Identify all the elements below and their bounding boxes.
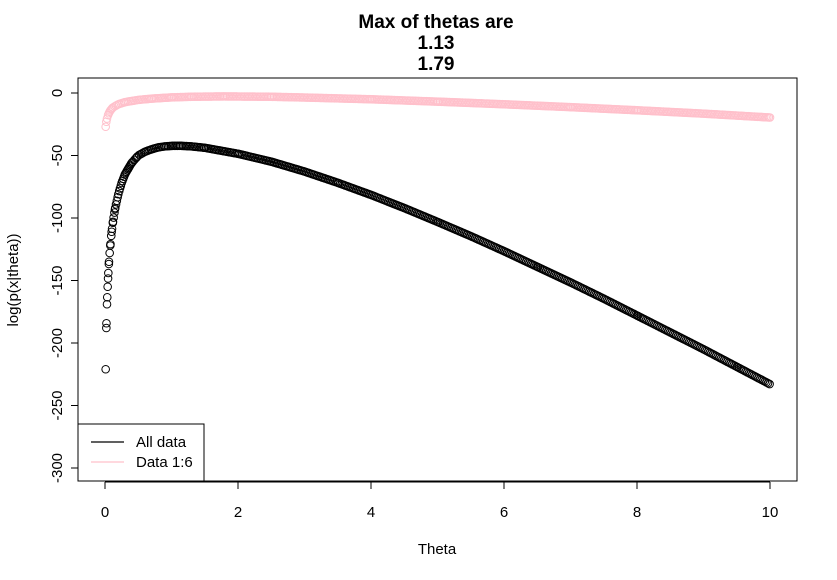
y-tick-label: -50 (49, 145, 66, 167)
data-point (104, 259, 114, 269)
data-point (101, 364, 110, 374)
data-point (765, 379, 774, 389)
data-point (104, 268, 113, 278)
legend-box (77, 423, 205, 482)
data-point (138, 148, 147, 158)
data-point (109, 213, 118, 222)
data-point (104, 257, 114, 267)
y-tick-label: -250 (49, 390, 66, 420)
legend-label-data-1-6: Data 1:6 (136, 454, 193, 471)
x-tick-label: 0 (101, 504, 109, 521)
data-point (102, 323, 111, 333)
data-point (765, 113, 775, 122)
y-tick-label: 0 (49, 89, 66, 97)
x-tick-label: 10 (762, 504, 779, 521)
legend-label-all-data: All data (136, 434, 187, 451)
x-tick-label: 6 (500, 504, 508, 521)
data-point (103, 282, 112, 292)
x-tick-label: 4 (367, 504, 375, 521)
y-axis: 0 -50 -100 -150 -200 -250 -300 (49, 89, 79, 483)
data-point (105, 248, 114, 258)
y-tick-label: -150 (49, 265, 66, 295)
data-point (102, 299, 112, 309)
x-tick-label: 8 (633, 504, 641, 521)
y-tick-label: -300 (49, 453, 66, 483)
legend: All data Data 1:6 (77, 423, 205, 482)
data-point (107, 227, 116, 237)
data-point (730, 361, 740, 371)
data-point (102, 318, 111, 328)
x-axis-label: Theta (418, 541, 457, 558)
series-all-data (101, 141, 774, 389)
data-point (763, 378, 773, 388)
data-point (108, 217, 118, 227)
y-axis-label: log(p(x|theta)) (5, 233, 22, 326)
y-tick-label: -200 (49, 328, 66, 358)
data-point (110, 208, 119, 217)
data-point (102, 117, 111, 127)
x-tick-label: 2 (234, 504, 242, 521)
data-point (101, 122, 110, 132)
plot-frame (77, 77, 798, 482)
data-point (113, 192, 122, 202)
series-layer (101, 92, 775, 389)
chart-title-line-2: 1.13 (418, 33, 455, 54)
chart-title-line-3: 1.79 (418, 54, 455, 75)
data-point (102, 292, 112, 302)
data-point (112, 196, 122, 206)
chart-title-line-1: Max of thetas are (358, 12, 513, 33)
series-data-1-6 (101, 92, 775, 132)
data-point (103, 274, 113, 283)
x-axis: 0 2 4 6 8 10 (101, 481, 779, 521)
data-point (107, 224, 117, 234)
y-tick-label: -100 (49, 203, 66, 233)
data-point (106, 239, 115, 249)
